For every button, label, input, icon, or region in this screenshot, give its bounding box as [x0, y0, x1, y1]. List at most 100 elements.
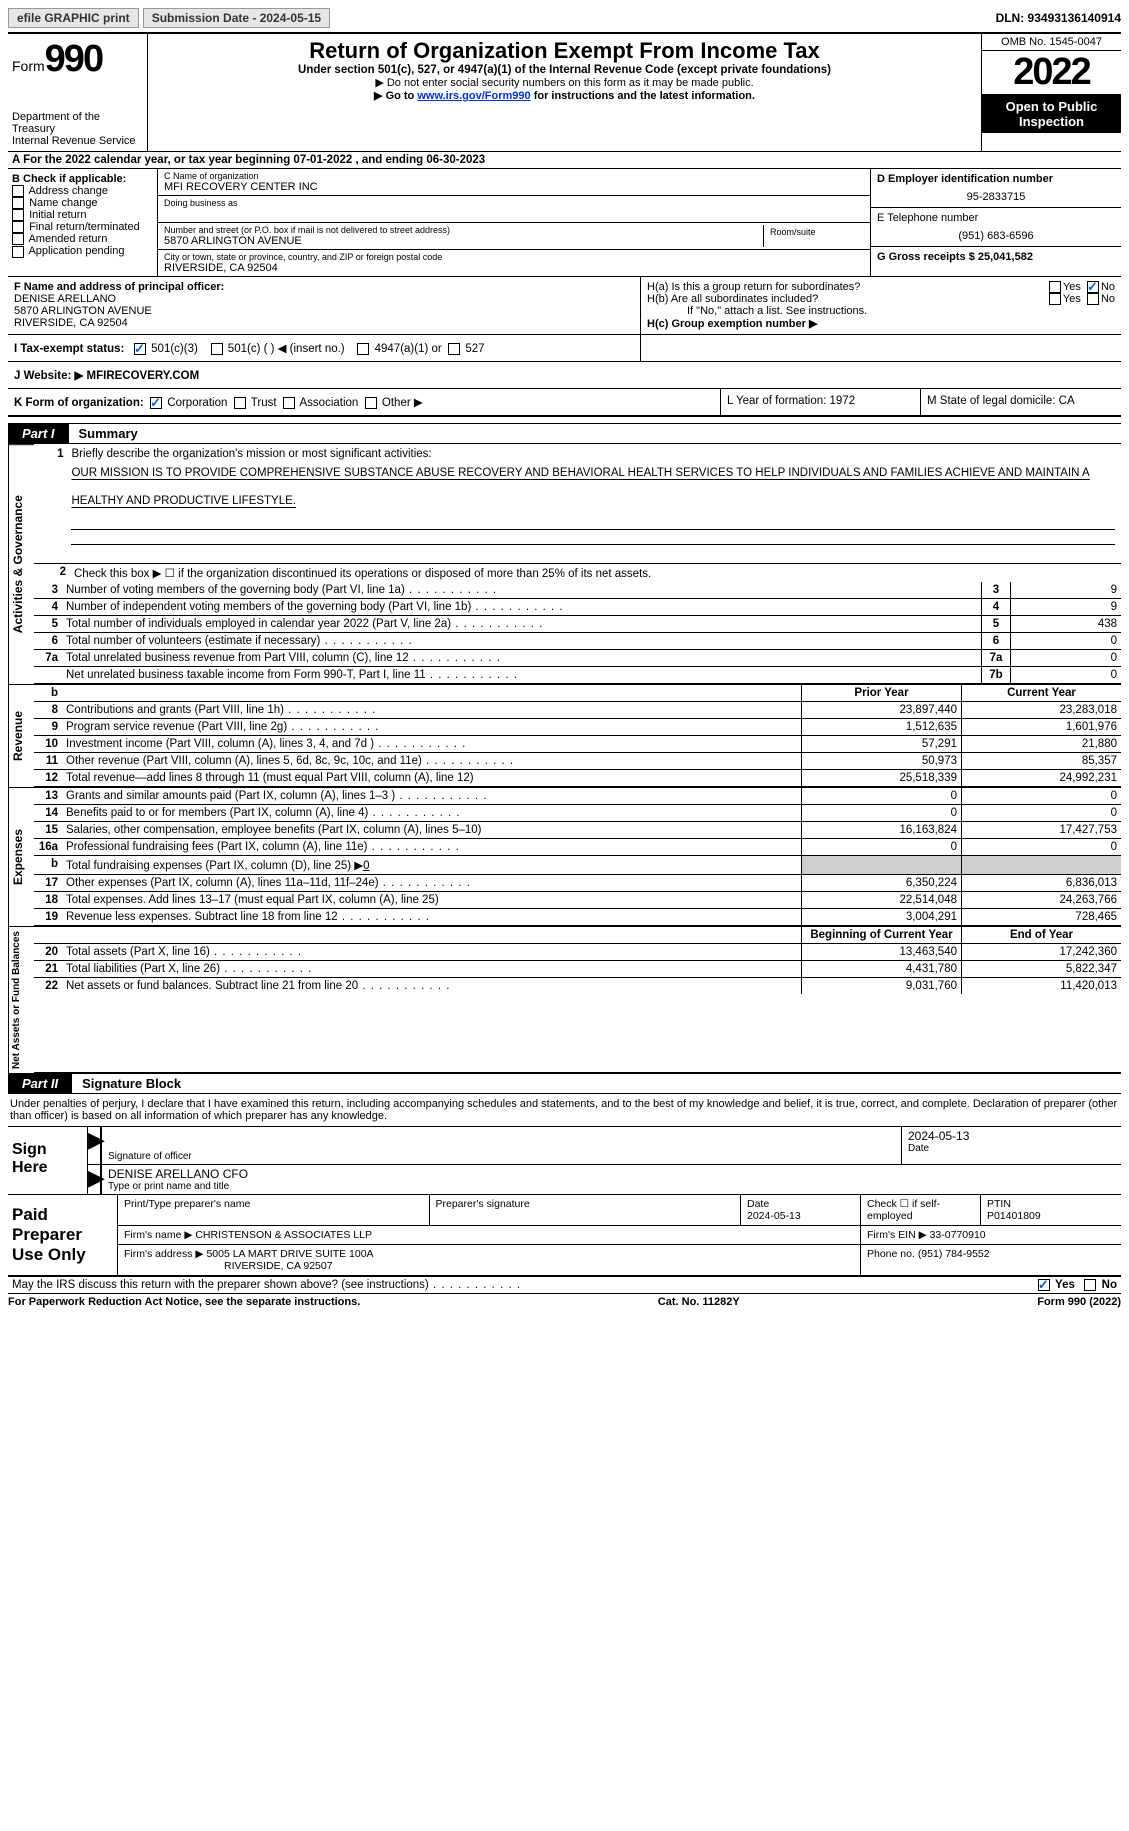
pp-selfemp: Check ☐ if self-employed [861, 1195, 981, 1225]
room-label: Room/suite [770, 227, 858, 237]
firm-addr2: RIVERSIDE, CA 92507 [124, 1260, 333, 1272]
ein-label: D Employer identification number [877, 173, 1115, 185]
efile-button[interactable]: efile GRAPHIC print [8, 8, 139, 28]
footer-form: Form 990 (2022) [1037, 1296, 1121, 1308]
l3-value: 9 [1011, 582, 1121, 598]
form-label: Form990 [12, 38, 143, 81]
firm-addr1: 5005 LA MART DRIVE SUITE 100A [206, 1248, 373, 1260]
firm-phone: (951) 784-9552 [918, 1248, 990, 1260]
part1-title: Summary [69, 424, 148, 443]
phone-label: E Telephone number [877, 212, 1115, 224]
l6-label: Total number of volunteers (estimate if … [62, 633, 981, 649]
city-label: City or town, state or province, country… [164, 252, 864, 262]
l6-value: 0 [1011, 633, 1121, 649]
chk-address[interactable] [12, 185, 24, 197]
firm-name: CHRISTENSON & ASSOCIATES LLP [195, 1229, 372, 1241]
pp-date: 2024-05-13 [747, 1210, 801, 1222]
addr-label: Number and street (or P.O. box if mail i… [164, 225, 763, 235]
chk-501c3[interactable] [134, 343, 146, 355]
chk-app[interactable] [12, 246, 24, 258]
l7a-label: Total unrelated business revenue from Pa… [62, 650, 981, 666]
l5-value: 438 [1011, 616, 1121, 632]
chk-assoc[interactable] [283, 397, 295, 409]
phone-value: (951) 683-6596 [877, 224, 1115, 242]
footer-cat: Cat. No. 11282Y [658, 1296, 740, 1308]
tax-exempt-row: I Tax-exempt status: 501(c)(3) 501(c) ( … [8, 335, 641, 361]
firm-ein: 33-0770910 [930, 1229, 986, 1241]
hb-yes[interactable] [1049, 293, 1061, 305]
street-address: 5870 ARLINGTON AVENUE [164, 235, 763, 247]
chk-other[interactable] [365, 397, 377, 409]
l7a-value: 0 [1011, 650, 1121, 666]
l4-label: Number of independent voting members of … [62, 599, 981, 615]
sig-date: 2024-05-13 [908, 1129, 1115, 1143]
hb-note: If "No," attach a list. See instructions… [647, 305, 1115, 317]
hb-no[interactable] [1087, 293, 1099, 305]
col-end: End of Year [961, 926, 1121, 943]
section-revenue: Revenue [8, 684, 34, 787]
date-label: Date [908, 1143, 1115, 1154]
footer-left: For Paperwork Reduction Act Notice, see … [8, 1296, 360, 1308]
chk-initial[interactable] [12, 209, 24, 221]
chk-final[interactable] [12, 221, 24, 233]
discuss-no[interactable] [1084, 1279, 1096, 1291]
header-note-2: ▶ Go to www.irs.gov/Form990 for instruct… [154, 89, 975, 102]
chk-name[interactable] [12, 197, 24, 209]
col-current: Current Year [961, 684, 1121, 701]
f-label: F Name and address of principal officer: [14, 281, 634, 293]
section-netassets: Net Assets or Fund Balances [8, 926, 34, 1073]
c-name-label: C Name of organization [164, 171, 864, 181]
ptin: P01401809 [987, 1210, 1041, 1222]
chk-501c[interactable] [211, 343, 223, 355]
tax-year: 2022 [982, 51, 1121, 95]
gross-receipts: G Gross receipts $ 25,041,582 [871, 247, 1121, 267]
l4-value: 9 [1011, 599, 1121, 615]
dba-label: Doing business as [164, 198, 864, 208]
paid-preparer-label: Paid Preparer Use Only [8, 1195, 118, 1275]
ha-yes[interactable] [1049, 281, 1061, 293]
mission-text: OUR MISSION IS TO PROVIDE COMPREHENSIVE … [71, 467, 1089, 507]
state-domicile: M State of legal domicile: CA [921, 389, 1121, 415]
year-formation: L Year of formation: 1972 [721, 389, 921, 415]
irs-link[interactable]: www.irs.gov/Form990 [417, 90, 530, 102]
officer-addr1: 5870 ARLINGTON AVENUE [14, 305, 634, 317]
form-title: Return of Organization Exempt From Incom… [154, 38, 975, 64]
submission-date: Submission Date - 2024-05-15 [143, 8, 330, 28]
l2-text: Check this box ▶ ☐ if the organization d… [66, 566, 651, 580]
pp-name-label: Print/Type preparer's name [118, 1195, 430, 1225]
chk-527[interactable] [448, 343, 460, 355]
l3-label: Number of voting members of the governin… [62, 582, 981, 598]
form-org-row: K Form of organization: Corporation Trus… [8, 389, 721, 415]
sign-here-label: Sign Here [8, 1127, 88, 1194]
period-row: A For the 2022 calendar year, or tax yea… [8, 151, 1121, 169]
ha-no[interactable] [1087, 281, 1099, 293]
col-prior: Prior Year [801, 684, 961, 701]
section-ag: Activities & Governance [8, 444, 34, 684]
dln-label: DLN: 93493136140914 [996, 11, 1121, 25]
l5-label: Total number of individuals employed in … [62, 616, 981, 632]
chk-trust[interactable] [234, 397, 246, 409]
hc-label: H(c) Group exemption number ▶ [647, 317, 1115, 330]
ha-label: H(a) Is this a group return for subordin… [647, 281, 860, 293]
part1-tab: Part I [8, 424, 69, 443]
chk-corp[interactable] [150, 397, 162, 409]
discuss-text: May the IRS discuss this return with the… [12, 1279, 977, 1291]
section-expenses: Expenses [8, 787, 34, 926]
chk-4947[interactable] [357, 343, 369, 355]
l7b-value: 0 [1011, 667, 1121, 683]
l1-label: Briefly describe the organization's miss… [71, 448, 431, 460]
declaration-text: Under penalties of perjury, I declare th… [8, 1094, 1121, 1126]
irs-label: Internal Revenue Service [12, 135, 143, 147]
form-subtitle: Under section 501(c), 527, or 4947(a)(1)… [154, 64, 975, 76]
city-value: RIVERSIDE, CA 92504 [164, 262, 864, 274]
dept-label: Department of the Treasury [12, 111, 143, 135]
officer-printed-name: DENISE ARELLANO CFO [108, 1167, 1115, 1181]
header-note-1: ▶ Do not enter social security numbers o… [154, 76, 975, 89]
check-b-label: B Check if applicable: [12, 173, 153, 185]
discuss-yes[interactable] [1038, 1279, 1050, 1291]
chk-amended[interactable] [12, 233, 24, 245]
org-name: MFI RECOVERY CENTER INC [164, 181, 864, 193]
l7b-label: Net unrelated business taxable income fr… [62, 667, 981, 683]
open-public-badge: Open to Public Inspection [982, 95, 1121, 133]
hb-label: H(b) Are all subordinates included? [647, 293, 818, 305]
